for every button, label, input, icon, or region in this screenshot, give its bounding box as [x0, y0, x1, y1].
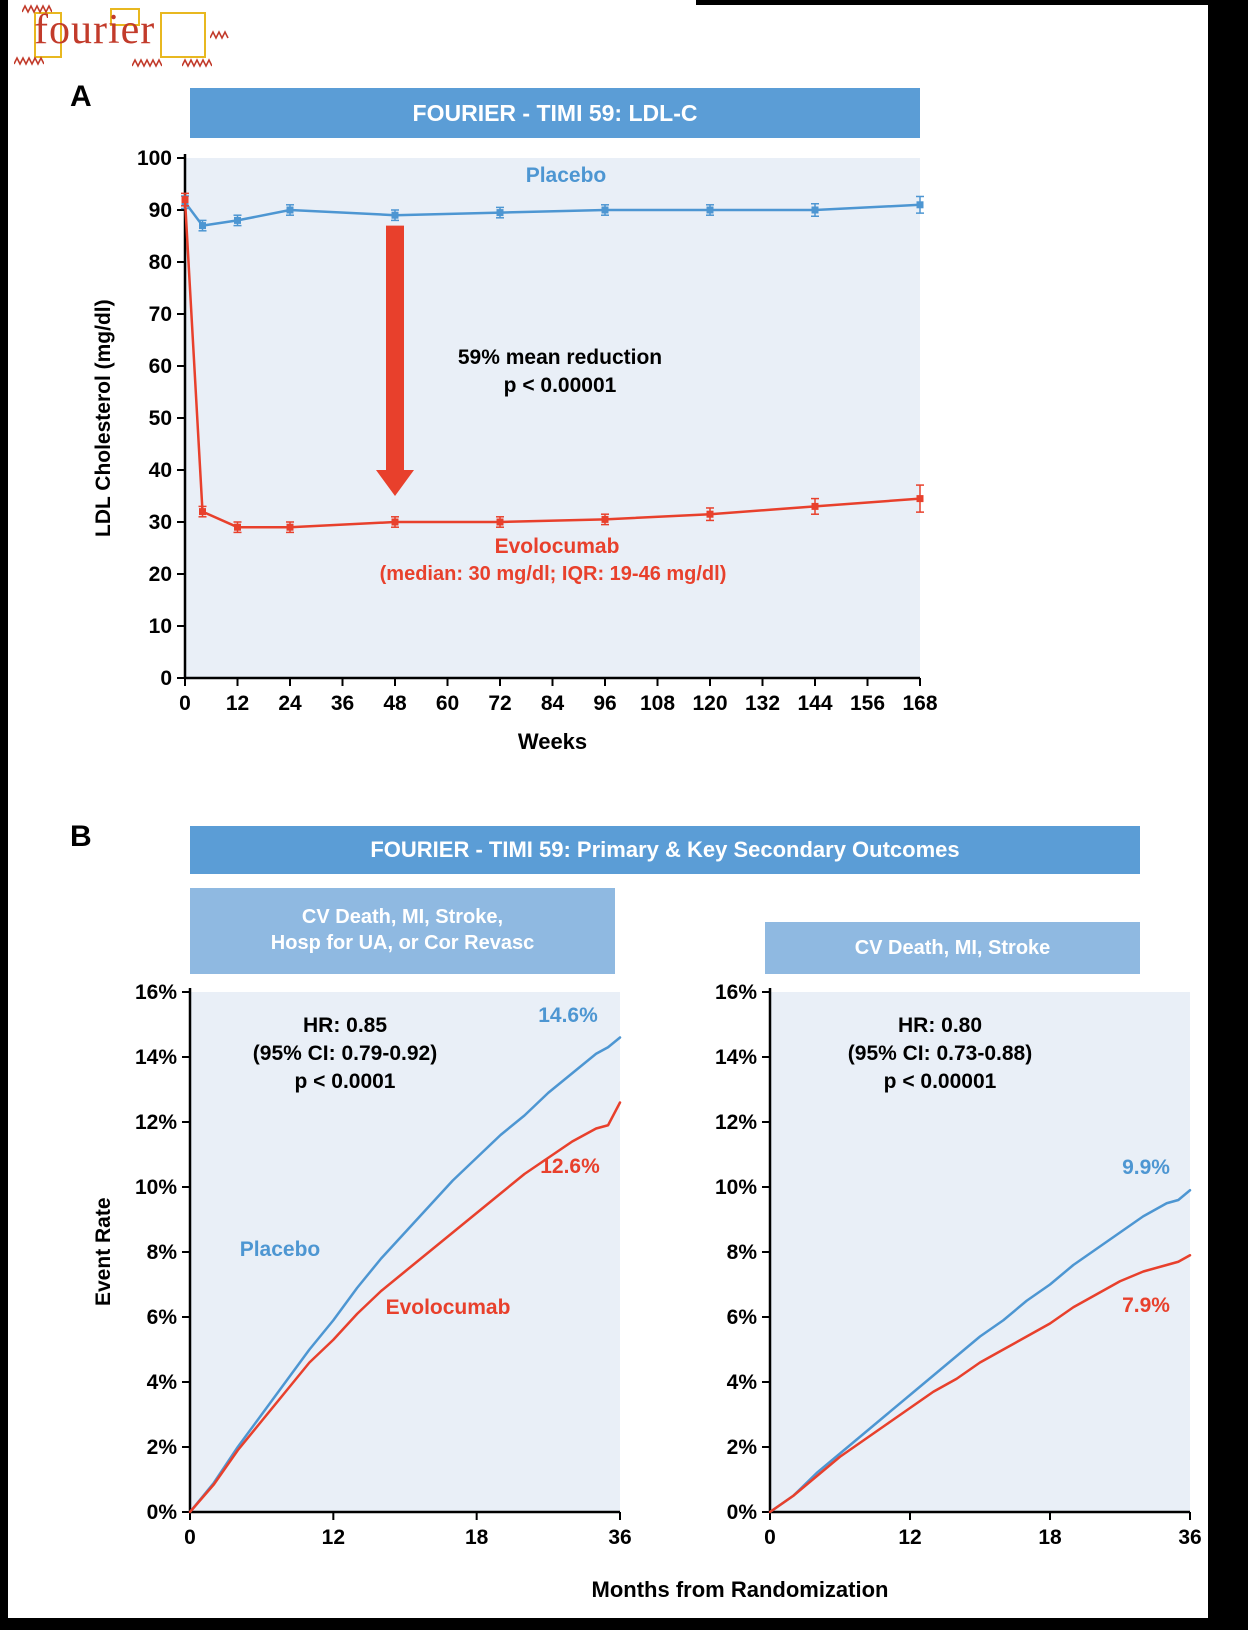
svg-text:8%: 8%	[147, 1241, 178, 1264]
logo-highlight-box	[110, 8, 140, 26]
svg-text:48: 48	[383, 692, 407, 715]
svg-text:0: 0	[179, 692, 191, 715]
key-secondary-stats: HR: 0.80 (95% CI: 0.73-0.88) p < 0.00001	[805, 1012, 1075, 1096]
panel-b-title-banner: FOURIER - TIMI 59: Primary & Key Seconda…	[190, 826, 1140, 874]
svg-text:12%: 12%	[715, 1111, 757, 1134]
primary-outcome-header: CV Death, MI, Stroke, Hosp for UA, or Co…	[190, 888, 615, 974]
svg-text:30: 30	[149, 511, 172, 534]
svg-text:50: 50	[149, 407, 172, 430]
svg-text:18: 18	[1038, 1526, 1062, 1549]
svg-text:60: 60	[436, 692, 459, 715]
logo-text: fourier	[34, 7, 156, 53]
panel-a-title-banner: FOURIER - TIMI 59: LDL-C	[190, 88, 920, 138]
svg-text:4%: 4%	[147, 1371, 178, 1394]
svg-text:20: 20	[149, 563, 172, 586]
svg-text:14%: 14%	[715, 1046, 757, 1069]
key-secondary-chart-svg: 0 12 18 36 0% 2% 4% 6% 8% 10% 12% 14% 16%	[715, 984, 1202, 1549]
svg-text:36: 36	[331, 692, 354, 715]
svg-text:14%: 14%	[135, 1046, 177, 1069]
svg-text:100: 100	[137, 148, 172, 170]
svg-text:96: 96	[593, 692, 616, 715]
panel-b-x-axis-title: Months from Randomization	[591, 1577, 889, 1602]
reduction-text: 59% mean reduction	[457, 346, 663, 369]
key-secondary-header: CV Death, MI, Stroke	[765, 922, 1140, 974]
svg-text:12: 12	[226, 692, 249, 715]
primary-ci: (95% CI: 0.79-0.92)	[252, 1042, 438, 1065]
primary-outcome-header-line1: CV Death, MI, Stroke,	[301, 906, 504, 928]
reduction-pvalue: p < 0.00001	[503, 374, 617, 397]
svg-text:10%: 10%	[135, 1176, 177, 1199]
fourier-logo: fourier	[14, 4, 244, 70]
primary-placebo-curve-label: Placebo	[239, 1238, 321, 1261]
svg-text:70: 70	[149, 303, 172, 326]
svg-text:90: 90	[149, 199, 172, 222]
logo-highlight-box	[160, 12, 206, 58]
svg-text:0: 0	[764, 1526, 776, 1549]
svg-text:40: 40	[149, 459, 172, 482]
svg-text:0%: 0%	[727, 1501, 758, 1524]
primary-outcome-chart-svg: 0 12 18 36 0% 2% 4% 6% 8% 10% 12% 14% 16%	[135, 984, 632, 1549]
svg-text:8%: 8%	[727, 1241, 758, 1264]
svg-text:72: 72	[488, 692, 511, 715]
svg-text:16%: 16%	[135, 984, 177, 1004]
placebo-curve-label: Placebo	[525, 164, 607, 187]
top-edge-strip	[696, 0, 1208, 5]
svg-text:132: 132	[745, 692, 780, 715]
logo-squiggle-icon	[132, 58, 162, 68]
svg-text:144: 144	[797, 692, 832, 715]
svg-text:24: 24	[278, 692, 302, 715]
svg-text:2%: 2%	[727, 1436, 758, 1459]
svg-text:12%: 12%	[135, 1111, 177, 1134]
svg-text:10%: 10%	[715, 1176, 757, 1199]
svg-text:108: 108	[640, 692, 675, 715]
primary-evolocumab-endpoint-label: 12.6%	[540, 1155, 600, 1178]
svg-text:0: 0	[184, 1526, 196, 1549]
secondary-placebo-endpoint-label: 9.9%	[1122, 1156, 1170, 1179]
evolocumab-median-label: (median: 30 mg/dl; IQR: 19-46 mg/dl)	[379, 563, 727, 585]
svg-text:84: 84	[541, 692, 565, 715]
secondary-hr: HR: 0.80	[897, 1014, 983, 1037]
secondary-evolocumab-endpoint-label: 7.9%	[1122, 1294, 1170, 1317]
svg-text:120: 120	[692, 692, 727, 715]
svg-text:156: 156	[850, 692, 885, 715]
evolocumab-curve-label: Evolocumab	[494, 535, 620, 558]
logo-highlight-box	[34, 12, 62, 58]
reduction-annotation: 59% mean reduction p < 0.00001	[420, 344, 700, 400]
logo-squiggle-icon	[14, 56, 44, 66]
primary-hr: HR: 0.85	[302, 1014, 388, 1037]
secondary-ci: (95% CI: 0.73-0.88)	[847, 1042, 1033, 1065]
svg-text:16%: 16%	[715, 984, 757, 1004]
svg-text:18: 18	[465, 1526, 489, 1549]
svg-text:0: 0	[160, 667, 172, 690]
panel-a-x-axis-title: Weeks	[517, 729, 588, 754]
svg-text:6%: 6%	[727, 1306, 758, 1329]
svg-text:80: 80	[149, 251, 172, 274]
secondary-pvalue: p < 0.00001	[883, 1070, 997, 1093]
logo-squiggle-icon	[210, 30, 229, 40]
primary-pvalue: p < 0.0001	[294, 1070, 396, 1093]
svg-text:6%: 6%	[147, 1306, 178, 1329]
svg-text:10: 10	[149, 615, 172, 638]
svg-text:168: 168	[902, 692, 937, 715]
panel-a-label: A	[70, 80, 92, 113]
svg-text:60: 60	[149, 355, 172, 378]
svg-text:36: 36	[1178, 1526, 1201, 1549]
ldl-chart-svg: 0 12 24 36 48 60 72 84 96 108 120 132 144 156 168 0 10 20…	[137, 148, 938, 715]
primary-evolocumab-curve-label: Evolocumab	[385, 1296, 511, 1319]
svg-text:2%: 2%	[147, 1436, 178, 1459]
logo-squiggle-icon	[22, 4, 52, 14]
svg-text:12: 12	[322, 1526, 345, 1549]
primary-placebo-endpoint-label: 14.6%	[538, 1004, 598, 1027]
primary-outcome-stats: HR: 0.85 (95% CI: 0.79-0.92) p < 0.0001	[210, 1012, 480, 1096]
primary-outcome-header-line2: Hosp for UA, or Cor Revasc	[270, 932, 535, 954]
svg-text:4%: 4%	[727, 1371, 758, 1394]
logo-squiggle-icon	[182, 58, 212, 68]
svg-text:0%: 0%	[147, 1501, 178, 1524]
panel-b-label: B	[70, 820, 92, 853]
svg-text:36: 36	[608, 1526, 631, 1549]
svg-text:12: 12	[898, 1526, 921, 1549]
